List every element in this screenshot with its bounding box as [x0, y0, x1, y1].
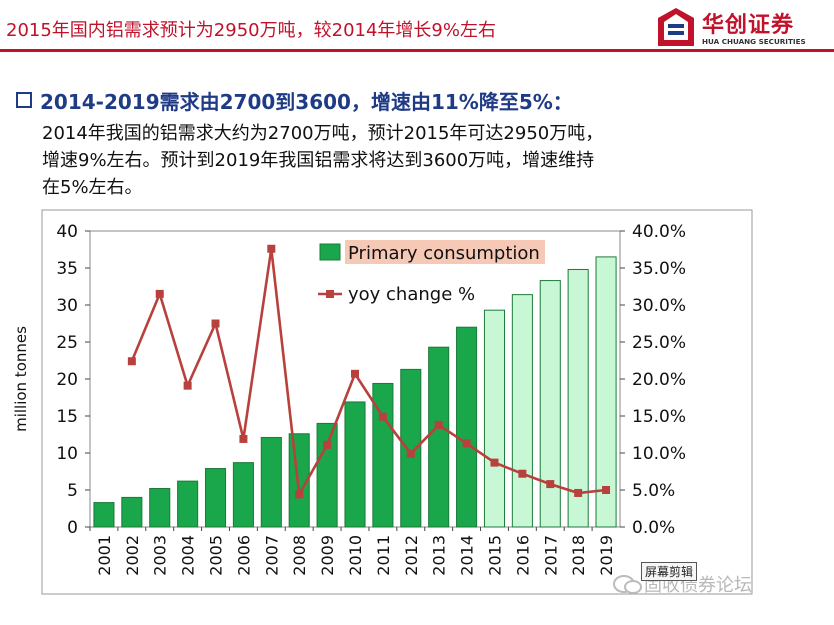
x-tick-label: 2017 [541, 535, 560, 576]
section-heading: 2014-2019需求由2700到3600，增速由11%降至5%： [16, 86, 573, 115]
body-line: 2014年我国的铝需求大约为2700万吨，预计2015年可达2950万吨， [42, 123, 604, 144]
bar-2010 [344, 401, 366, 528]
bar-2015 [483, 309, 506, 528]
y2-tick-label: 40.0% [632, 222, 686, 242]
yoy-point-2010 [351, 369, 359, 378]
y2-tick-label: 10.0% [632, 444, 686, 464]
y-tick-label: 20 [56, 370, 78, 390]
x-tick-label: 2007 [262, 535, 281, 576]
bar-2007 [260, 436, 282, 528]
y2-tick-label: 5.0% [632, 481, 675, 501]
x-tick-label: 2008 [290, 535, 309, 576]
x-tick-label: 2015 [485, 535, 504, 576]
yoy-point-2017 [546, 480, 555, 489]
yoy-point-2009 [323, 440, 332, 449]
logo-mark-icon [658, 8, 694, 46]
yoy-point-2012 [406, 449, 415, 458]
yoy-point-2005 [211, 319, 220, 328]
title-divider [0, 49, 834, 52]
x-tick-label: 2009 [318, 535, 337, 576]
bar-2017 [539, 280, 561, 528]
x-tick-label: 2011 [374, 535, 393, 576]
y2-tick-label: 20.0% [632, 370, 686, 390]
body-line: 在5%左右。 [42, 177, 143, 198]
chart-frame [41, 209, 753, 595]
company-logo: 华创证券 HUA CHUANG SECURITIES [656, 6, 834, 50]
bar-2013 [428, 346, 450, 528]
x-tick-label: 2013 [430, 535, 449, 576]
bar-2016 [511, 294, 533, 528]
screen-clip-stamp: 屏幕剪辑 [641, 562, 698, 581]
x-tick-label: 2002 [123, 535, 142, 576]
yoy-point-2008 [295, 490, 304, 499]
x-tick-label: 2010 [346, 535, 365, 576]
x-tick-label: 2018 [569, 535, 588, 576]
x-tick-label: 2005 [207, 535, 226, 576]
x-tick-label: 2003 [151, 535, 170, 576]
bar-2018 [567, 268, 589, 528]
x-tick-label: 2016 [513, 535, 532, 576]
y2-tick-label: 30.0% [632, 296, 686, 316]
x-tick-label: 2001 [95, 535, 114, 576]
y-tick-label: 5 [67, 481, 78, 501]
yoy-point-2015 [490, 458, 499, 467]
x-tick-label: 2014 [458, 535, 477, 576]
bar-2001 [93, 502, 115, 528]
y-tick-label: 40 [56, 222, 78, 242]
yoy-point-2018 [574, 488, 583, 497]
x-tick-label: 2004 [179, 535, 198, 576]
y-axis-label: million tonnes [12, 326, 30, 432]
y2-tick-label: 35.0% [632, 259, 686, 279]
y2-tick-label: 15.0% [632, 407, 686, 427]
y-tick-label: 0 [67, 518, 78, 538]
yoy-point-2019 [602, 486, 611, 494]
wechat-icon [613, 575, 642, 594]
bar-2014 [456, 326, 478, 528]
section-heading-text: 2014-2019需求由2700到3600，增速由11%降至5%： [40, 90, 573, 114]
yoy-point-2013 [434, 420, 443, 429]
yoy-point-2006 [239, 434, 248, 443]
legend-line-label: yoy change % [348, 284, 475, 305]
logo-chinese-name: 华创证券 [702, 13, 795, 38]
bar-2019 [595, 256, 617, 528]
yoy-point-2007 [267, 244, 276, 253]
yoy-line [130, 248, 607, 499]
bar-2002 [121, 496, 143, 528]
bar-2003 [149, 488, 171, 528]
body-line: 增速9%左右。预计到2019年我国铝需求将达到3600万吨，增速维持 [42, 150, 595, 171]
bar-2009 [316, 422, 338, 528]
y-tick-label: 15 [56, 407, 78, 427]
yoy-point-2004 [183, 381, 192, 390]
legend-bar-label: Primary consumption [348, 243, 540, 264]
bar-2011 [372, 382, 394, 528]
x-tick-label: 2019 [597, 535, 616, 576]
logo-english-name: HUA CHUANG SECURITIES [702, 37, 806, 46]
y-tick-label: 10 [56, 444, 78, 464]
body-paragraph: 2014年我国的铝需求大约为2700万吨，预计2015年可达2950万吨， 增速… [42, 120, 782, 201]
bar-2005 [204, 468, 227, 528]
yoy-point-2003 [155, 289, 164, 298]
legend-line-marker [326, 290, 334, 298]
slide-title: 2015年国内铝需求预计为2950万吨，较2014年增长9%左右 [6, 20, 496, 41]
y-tick-label: 25 [56, 333, 78, 353]
x-tick-label: 2012 [402, 535, 421, 576]
x-tick-label: 2006 [234, 535, 253, 576]
legend-bar-swatch [319, 243, 341, 261]
yoy-point-2014 [462, 439, 471, 448]
yoy-point-2016 [518, 469, 527, 478]
yoy-point-2011 [378, 412, 387, 421]
bar-2012 [400, 368, 422, 528]
bar-2006 [232, 462, 254, 528]
y-tick-label: 35 [56, 259, 78, 279]
y-tick-label: 30 [56, 296, 78, 316]
y2-tick-label: 25.0% [632, 333, 686, 353]
y2-tick-label: 0.0% [632, 518, 675, 538]
yoy-point-2002 [127, 357, 136, 366]
bar-2004 [177, 480, 199, 528]
aluminium-demand-chart: 0 5 10 15 20 25 30 35 40 0.0% 5.0% 10.0% 15.0% 20.0% 2… [12, 209, 753, 595]
checkbox-bullet-icon [16, 92, 32, 108]
legend-highlight [345, 240, 545, 264]
